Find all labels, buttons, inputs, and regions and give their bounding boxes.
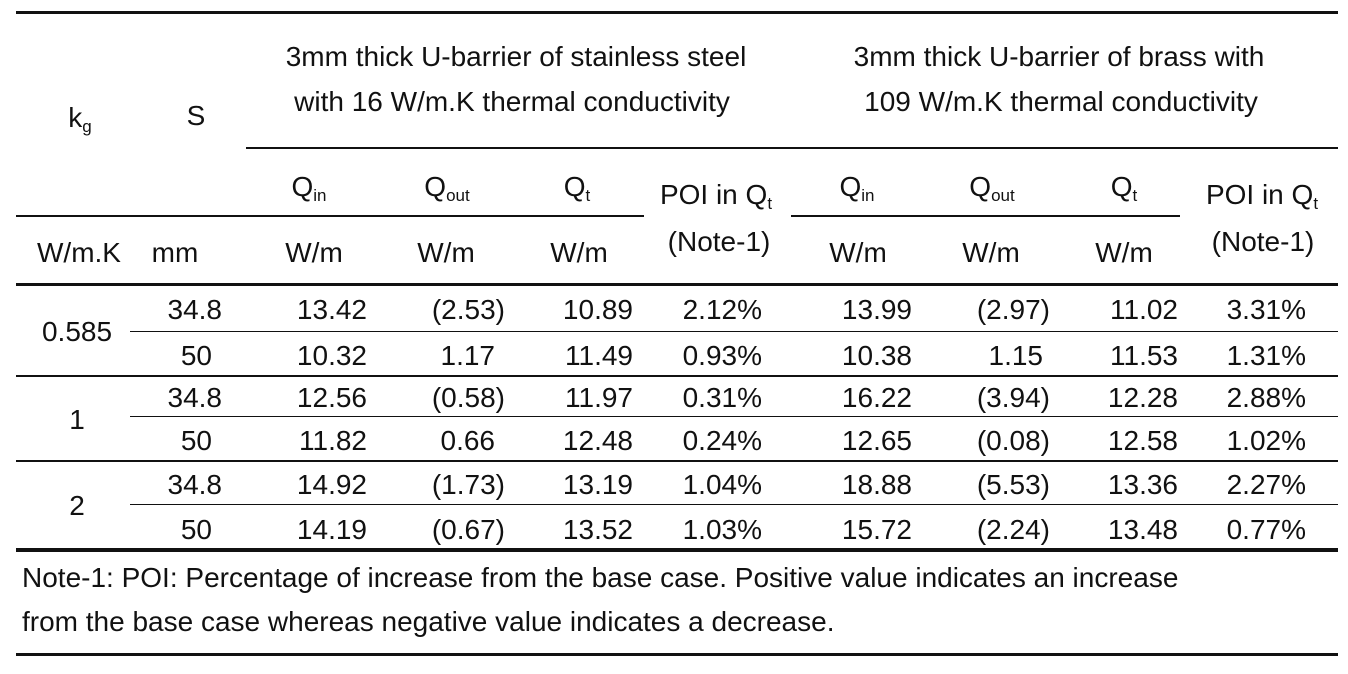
table-cell-s: 34.8 xyxy=(167,294,223,325)
group2-title-line1: 3mm thick U-barrier of brass with xyxy=(853,41,1265,72)
unit-s: mm xyxy=(151,237,199,268)
header-bottom-rule xyxy=(16,283,1338,286)
table-cell-ss-poi: 0.31% xyxy=(682,382,762,413)
table-cell-ss-qin: 10.32 xyxy=(296,340,367,371)
table-cell-ss-qout: (2.53) xyxy=(431,294,505,325)
table-cell-ss-qt: 11.49 xyxy=(565,340,633,371)
br-qt-header: Qt xyxy=(1110,171,1138,205)
group-rule-2 xyxy=(16,460,1338,462)
table-cell-br-qin: 15.72 xyxy=(841,514,912,545)
table-cell-ss-qin: 12.56 xyxy=(296,382,367,413)
table-cell-ss-qin: 14.19 xyxy=(296,514,367,545)
table-cell-br-qt: 13.36 xyxy=(1107,469,1178,500)
table-cell-s: 34.8 xyxy=(167,469,223,500)
br-qin-header: Qin xyxy=(839,171,875,205)
kg-value-group-2: 1 xyxy=(69,404,85,435)
table-cell-br-qout: 1.15 xyxy=(988,340,1044,371)
top-rule xyxy=(16,11,1338,14)
unit-ss-qout: W/m xyxy=(417,237,475,268)
table-cell-ss-qin: 13.42 xyxy=(296,294,367,325)
table-cell-s: 50 xyxy=(180,340,212,371)
table-cell-br-qin: 16.22 xyxy=(841,382,912,413)
unit-kg: W/m.K xyxy=(37,237,121,268)
table-cell-ss-qt: 10.89 xyxy=(562,294,633,325)
group1-title-line1: 3mm thick U-barrier of stainless steel xyxy=(285,41,747,72)
table-cell-ss-qin: 14.92 xyxy=(296,469,367,500)
note-line-2: from the base case whereas negative valu… xyxy=(22,606,835,637)
table-cell-ss-poi: 1.04% xyxy=(682,469,762,500)
unit-ss-qin: W/m xyxy=(285,237,343,268)
table-cell-br-qout: (2.24) xyxy=(976,514,1050,545)
table-cell-ss-qt: 13.52 xyxy=(562,514,633,545)
ss-poi-header: POI in Qt xyxy=(659,179,773,213)
row-rule-2 xyxy=(130,416,1338,417)
row-rule-1 xyxy=(130,331,1338,332)
kg-value-group-1: 0.585 xyxy=(41,316,113,347)
unit-br-qout: W/m xyxy=(962,237,1020,268)
table-cell-br-qout: (0.08) xyxy=(976,425,1050,456)
table-cell-ss-qout: (0.58) xyxy=(431,382,505,413)
br-poi-note: (Note-1) xyxy=(1211,226,1315,257)
table-cell-ss-qt: 12.48 xyxy=(562,425,633,456)
unit-ss-qt: W/m xyxy=(550,237,608,268)
table-cell-br-poi: 0.77% xyxy=(1226,514,1306,545)
table-cell-br-qout: (3.94) xyxy=(976,382,1050,413)
note-bottom-rule xyxy=(16,653,1338,656)
table-cell-ss-qin: 11.82 xyxy=(299,425,367,456)
table-cell-br-qin: 18.88 xyxy=(841,469,912,500)
table-cell-br-qt: 11.02 xyxy=(1110,294,1178,325)
ss-qt-header: Qt xyxy=(563,171,591,205)
table-cell-br-qout: (2.97) xyxy=(976,294,1050,325)
table-cell-ss-qt: 13.19 xyxy=(562,469,633,500)
table-cell-s: 50 xyxy=(180,514,212,545)
ss-qout-header: Qout xyxy=(424,171,470,205)
table-cell-s: 34.8 xyxy=(167,382,223,413)
table-cell-ss-qout: (0.67) xyxy=(431,514,505,545)
table-cell-ss-qout: 0.66 xyxy=(440,425,496,456)
table-cell-br-qt: 12.28 xyxy=(1107,382,1178,413)
table-cell-ss-qt: 11.97 xyxy=(565,382,633,413)
table-cell-ss-qout: (1.73) xyxy=(431,469,505,500)
table-cell-br-qout: (5.53) xyxy=(976,469,1050,500)
header-kg-main: k xyxy=(68,102,83,133)
table-cell-br-qt: 13.48 xyxy=(1107,514,1178,545)
header-kg: kg xyxy=(68,102,91,136)
group2-title-line2: 109 W/m.K thermal conductivity xyxy=(864,86,1258,117)
subheader-rule-mid xyxy=(791,215,1180,217)
table-cell-br-qin: 13.99 xyxy=(841,294,912,325)
table-cell-ss-poi: 2.12% xyxy=(682,294,762,325)
note-line-1: Note-1: POI: Percentage of increase from… xyxy=(22,562,1179,593)
group1-title-line2: with 16 W/m.K thermal conductivity xyxy=(294,86,730,117)
kg-value-group-3: 2 xyxy=(69,490,85,521)
header-kg-sub: g xyxy=(82,117,92,136)
br-poi-header: POI in Qt xyxy=(1205,179,1319,213)
unit-br-qt: W/m xyxy=(1095,237,1153,268)
table-cell-br-qin: 12.65 xyxy=(841,425,912,456)
table-cell-br-poi: 1.02% xyxy=(1226,425,1306,456)
table-cell-br-poi: 1.31% xyxy=(1226,340,1306,371)
table-bottom-rule xyxy=(16,548,1338,552)
br-qout-header: Qout xyxy=(969,171,1015,205)
ss-qin-header: Qin xyxy=(291,171,327,205)
unit-br-qin: W/m xyxy=(829,237,887,268)
table-cell-ss-poi: 1.03% xyxy=(682,514,762,545)
table-cell-br-qt: 12.58 xyxy=(1107,425,1178,456)
table-cell-br-poi: 2.88% xyxy=(1226,382,1306,413)
table-cell-br-qin: 10.38 xyxy=(841,340,912,371)
table-cell-ss-poi: 0.24% xyxy=(682,425,762,456)
table-cell-s: 50 xyxy=(180,425,212,456)
table-cell-br-qt: 11.53 xyxy=(1110,340,1178,371)
group-header-rule xyxy=(246,147,1338,149)
subheader-rule-left xyxy=(16,215,644,217)
ss-poi-note: (Note-1) xyxy=(667,226,771,257)
table-cell-br-poi: 3.31% xyxy=(1226,294,1306,325)
table-cell-ss-poi: 0.93% xyxy=(682,340,762,371)
header-s: S xyxy=(186,100,206,131)
table-cell-br-poi: 2.27% xyxy=(1226,469,1306,500)
group-rule-1 xyxy=(16,375,1338,377)
row-rule-3 xyxy=(130,504,1338,505)
table-cell-ss-qout: 1.17 xyxy=(440,340,496,371)
